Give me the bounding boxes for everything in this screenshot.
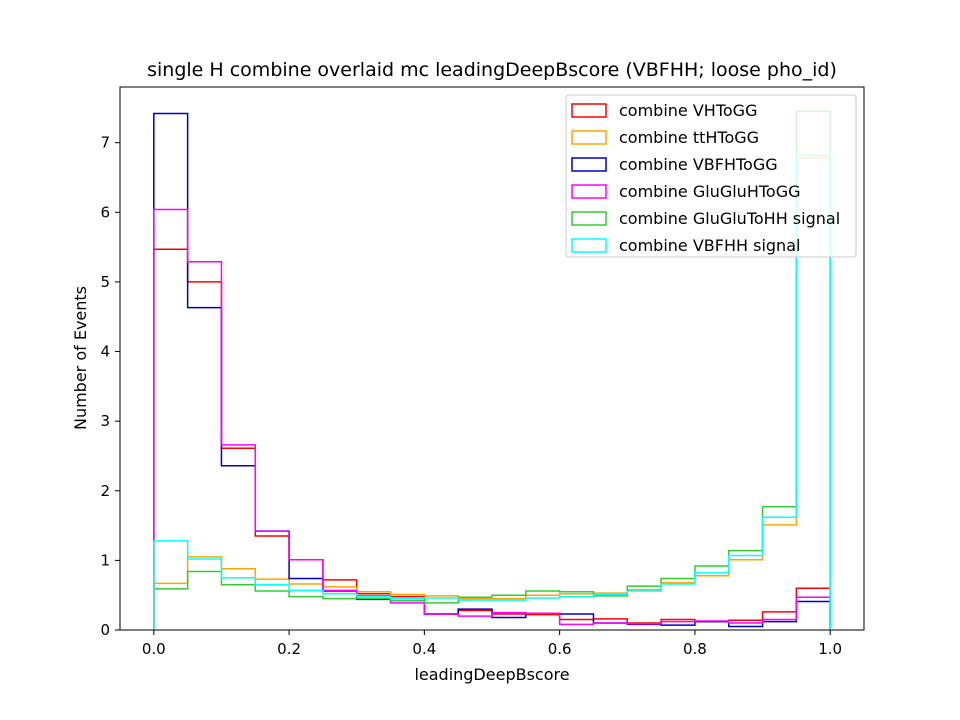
plot-area	[153, 110, 831, 630]
legend-label: combine GluGluToHH signal	[619, 209, 840, 228]
y-tick-label: 1	[100, 551, 110, 569]
x-tick-label: 0.4	[412, 640, 436, 658]
y-tick-label: 4	[100, 343, 110, 361]
x-tick-label: 0.2	[277, 640, 301, 658]
legend-swatch	[571, 238, 607, 253]
legend-label: combine ttHToGG	[619, 128, 759, 147]
legend-box	[565, 94, 857, 258]
y-tick-label: 2	[100, 482, 110, 500]
y-tick-label: 5	[100, 273, 110, 291]
y-tick-label: 7	[100, 134, 110, 152]
legend-label: combine VBFHToGG	[619, 155, 778, 174]
chart-title: single H combine overlaid mc leadingDeep…	[147, 59, 837, 81]
x-tick-label: 0.6	[548, 640, 572, 658]
y-axis-title: Number of Events	[71, 286, 90, 430]
x-tick-label: 0.0	[142, 640, 166, 658]
series-line-5	[153, 154, 831, 630]
legend-swatch	[571, 103, 607, 118]
y-axis: 0 1 2 3 4 5 6 7	[100, 134, 120, 639]
x-tick-label: 1.0	[818, 640, 842, 658]
x-tick-label: 0.8	[683, 640, 707, 658]
legend: combine VHToGG combine ttHToGG combine VBF…	[565, 94, 857, 258]
y-tick-label: 6	[100, 203, 110, 221]
legend-swatch	[571, 184, 607, 199]
series-line-3	[153, 208, 831, 630]
x-axis-title: leadingDeepBscore	[414, 665, 569, 684]
axes-frame	[119, 86, 865, 631]
legend-swatch	[571, 211, 607, 226]
legend-label: combine VHToGG	[619, 101, 757, 120]
legend-swatch	[571, 130, 607, 145]
legend-label: combine GluGluHToGG	[619, 182, 800, 201]
legend-swatch	[571, 157, 607, 172]
legend-label: combine VBFHH signal	[619, 236, 800, 255]
y-tick-label: 0	[100, 621, 110, 639]
y-tick-label: 3	[100, 412, 110, 430]
x-axis: 0.0 0.2 0.4 0.6 0.8 1.0	[142, 630, 842, 658]
